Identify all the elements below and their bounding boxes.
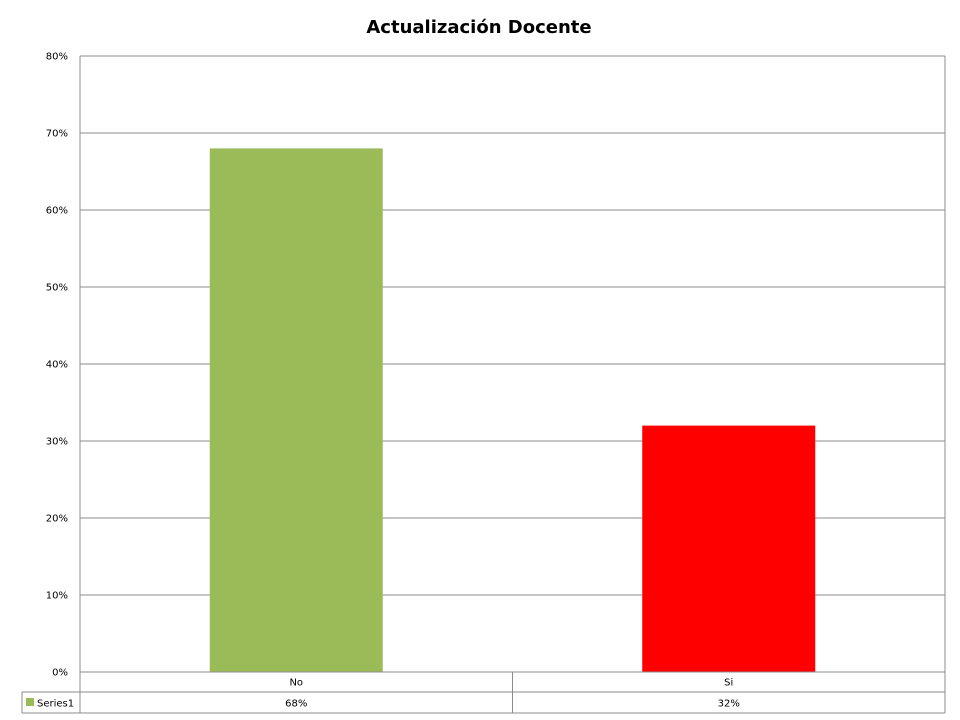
y-tick-label: 70%: [46, 129, 68, 140]
y-tick-label: 80%: [46, 52, 68, 63]
data-table-value: 68%: [285, 699, 307, 710]
y-tick-label: 60%: [46, 206, 68, 217]
y-tick-label: 50%: [46, 283, 68, 294]
data-table-value: 32%: [718, 699, 740, 710]
y-tick-label: 40%: [46, 360, 68, 371]
bar-si: [642, 425, 816, 672]
y-tick-label: 30%: [46, 437, 68, 448]
y-tick-label: 0%: [52, 668, 68, 679]
bar-no: [209, 148, 383, 672]
legend-swatch: [26, 698, 34, 706]
y-tick-label: 20%: [46, 514, 68, 525]
data-table: No 68% Si 32% Series1: [21, 671, 946, 714]
bars: [209, 148, 816, 672]
legend-series-label: Series1: [37, 699, 74, 710]
y-tick-label: 10%: [46, 591, 68, 602]
y-axis-ticks: 0% 10% 20% 30% 40% 50% 60% 70% 80%: [46, 52, 68, 679]
x-category-label: Si: [724, 678, 733, 689]
chart-title: Actualización Docente: [366, 17, 591, 38]
x-category-label: No: [289, 678, 303, 689]
